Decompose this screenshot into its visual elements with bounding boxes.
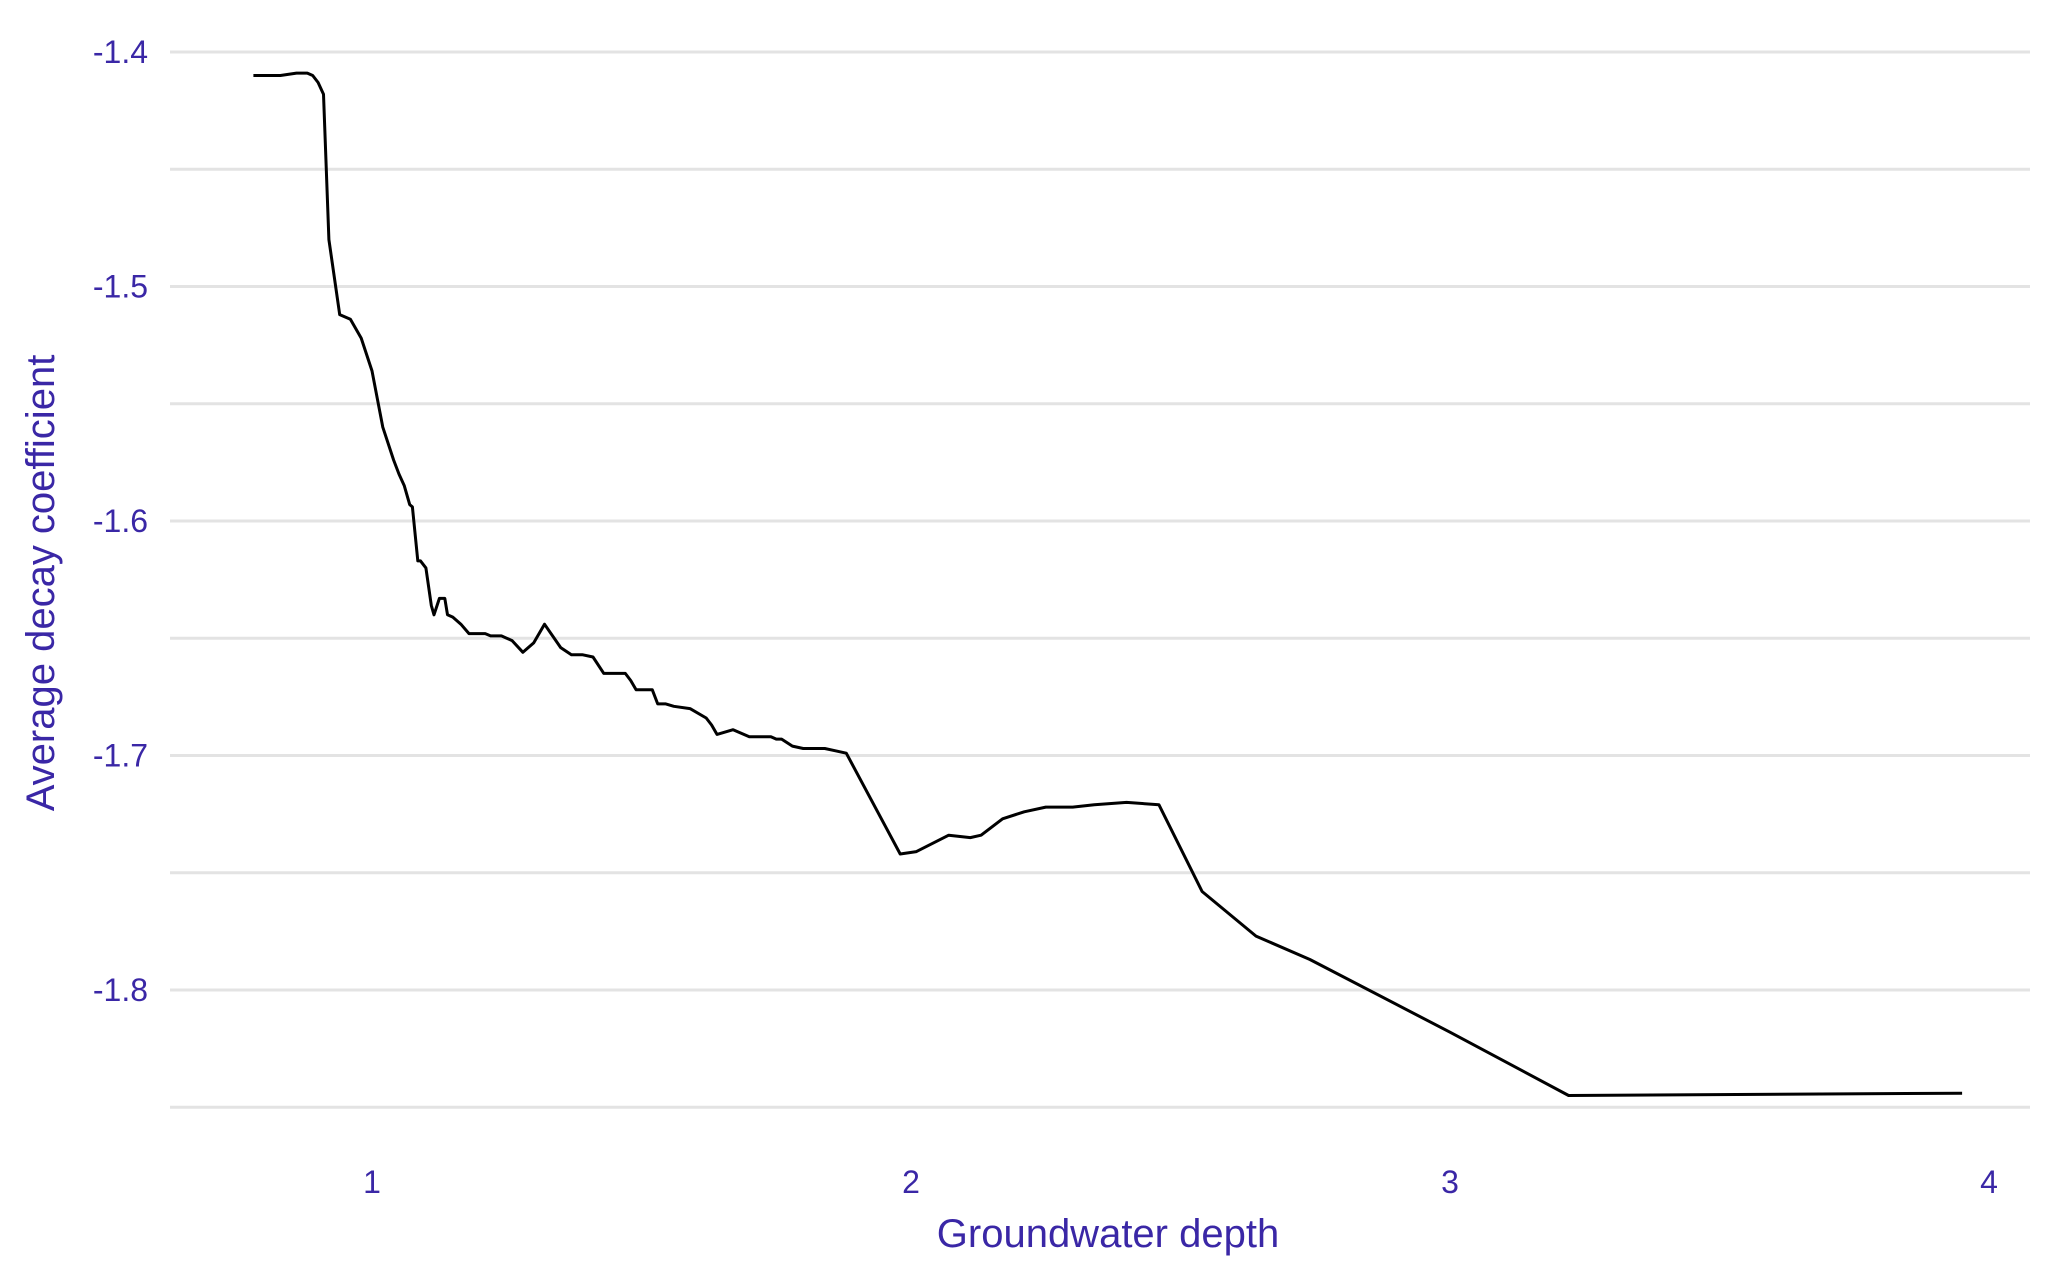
x-tick-label: 2: [902, 1164, 920, 1200]
series-layer: [253, 71, 1963, 1097]
y-tick-label: -1.6: [93, 503, 148, 539]
y-tick-label: -1.8: [93, 972, 148, 1008]
series-line: [253, 71, 1963, 1097]
x-tick-label: 4: [1980, 1164, 1998, 1200]
x-tick-label: 3: [1441, 1164, 1459, 1200]
y-tick-label: -1.5: [93, 269, 148, 305]
x-tick-label: 1: [363, 1164, 381, 1200]
y-axis-title: Average decay coefficient: [19, 355, 63, 812]
y-tick-label: -1.4: [93, 34, 148, 70]
y-tick-label: -1.7: [93, 738, 148, 774]
x-tick-labels: 1 2 3 4: [363, 1164, 1998, 1200]
x-axis-title: Groundwater depth: [937, 1212, 1279, 1256]
y-tick-labels: -1.4 -1.5 -1.6 -1.7 -1.8: [93, 34, 148, 1008]
grid-layer: [170, 50, 2030, 1109]
